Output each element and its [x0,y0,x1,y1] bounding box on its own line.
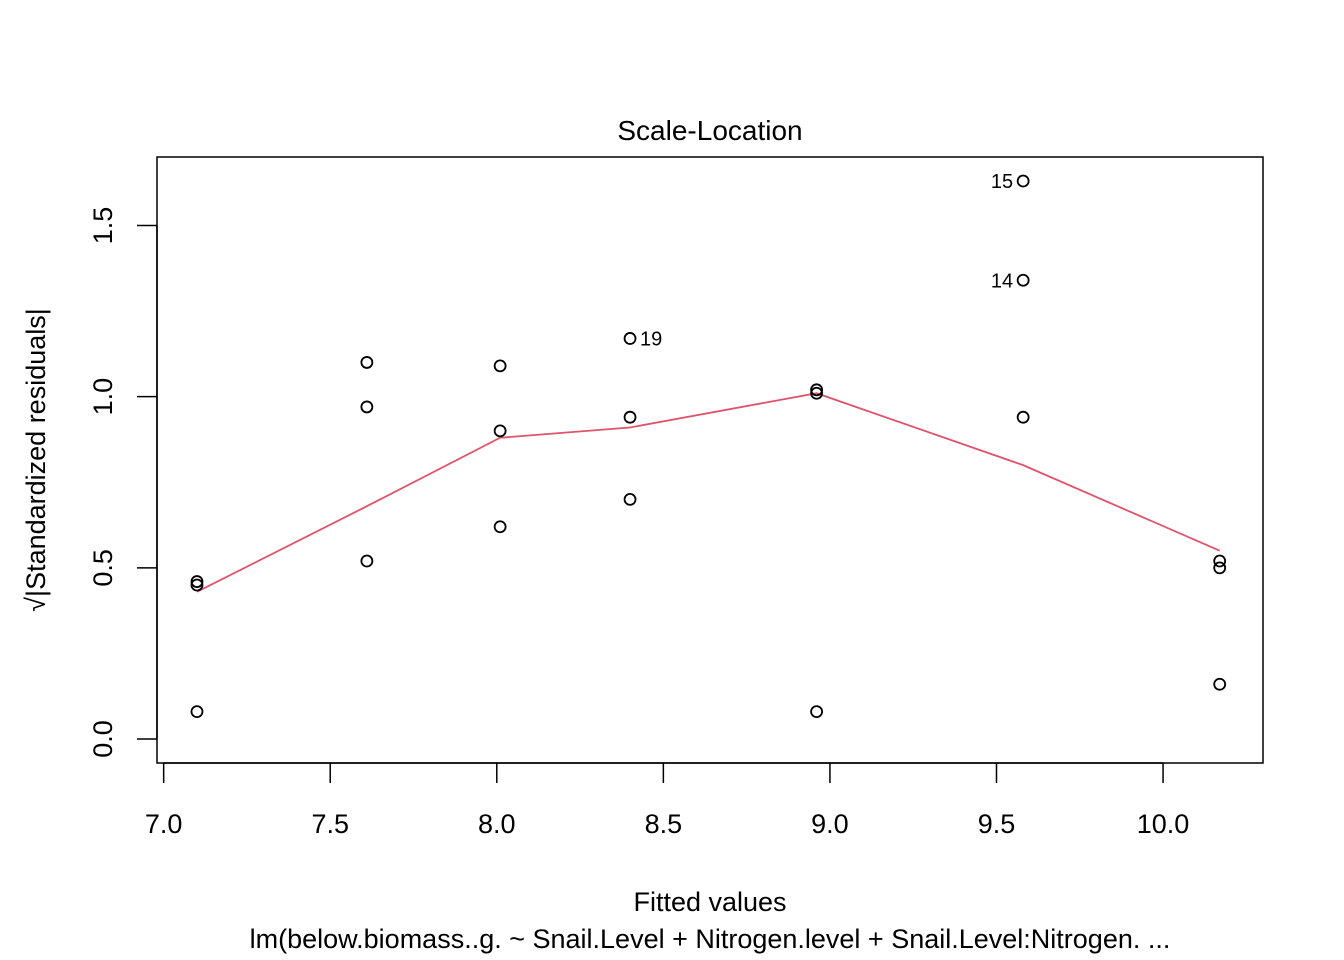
point-labels: 19 15 14 [640,171,1013,350]
y-tick-label: 0.5 [88,549,118,587]
data-point [623,332,637,345]
data-point [623,410,637,424]
plot-frame [156,156,1264,764]
y-tick-label: 1.0 [88,378,118,416]
data-point [360,554,374,568]
x-tick-label: 7.5 [311,809,349,839]
chart-title: Scale-Location [617,115,802,146]
data-point [493,520,507,534]
x-tick-label: 9.0 [811,809,849,839]
data-point [1016,174,1030,188]
data-point [493,424,507,438]
x-axis-label: Fitted values [633,887,786,917]
data-point [190,578,204,592]
data-point [360,400,374,414]
y-axis-label-prefix: √| [21,590,51,612]
data-points [190,174,1227,719]
y-tick-label: 1.5 [88,207,118,245]
svg-text:√|Standardized residuals|: √|Standardized residuals| [21,308,51,612]
x-axis: 7.0 7.5 8.0 8.5 9.0 9.5 10.0 [145,762,1190,839]
x-tick-label: 8.5 [645,809,683,839]
data-point [1016,273,1030,287]
data-point [1213,677,1227,691]
data-point [190,575,204,588]
point-id-label: 15 [991,171,1013,193]
model-formula-subtitle: lm(below.biomass..g. ~ Snail.Level + Nit… [250,924,1171,954]
data-point [810,705,824,719]
data-point [360,356,374,369]
point-id-label: 14 [991,270,1013,292]
x-tick-label: 8.0 [478,809,516,839]
data-point [1016,410,1030,424]
y-axis: 0.0 0.5 1.0 1.5 [88,207,158,758]
smoother-line [196,392,1221,593]
y-tick-label: 0.0 [88,720,118,758]
data-point [1213,554,1227,568]
data-point [623,492,637,506]
y-axis-label-text: Standardized residuals [21,315,51,590]
x-tick-label: 7.0 [145,809,183,839]
x-tick-label: 9.5 [978,809,1016,839]
x-tick-label: 10.0 [1137,809,1190,839]
y-axis-label: √|Standardized residuals| [21,308,51,612]
point-id-label: 19 [640,328,662,350]
data-point [1213,561,1227,575]
y-axis-label-suffix: | [21,308,51,315]
data-point [810,383,824,397]
data-point [493,359,507,373]
data-point [810,386,824,400]
data-point [190,705,204,719]
